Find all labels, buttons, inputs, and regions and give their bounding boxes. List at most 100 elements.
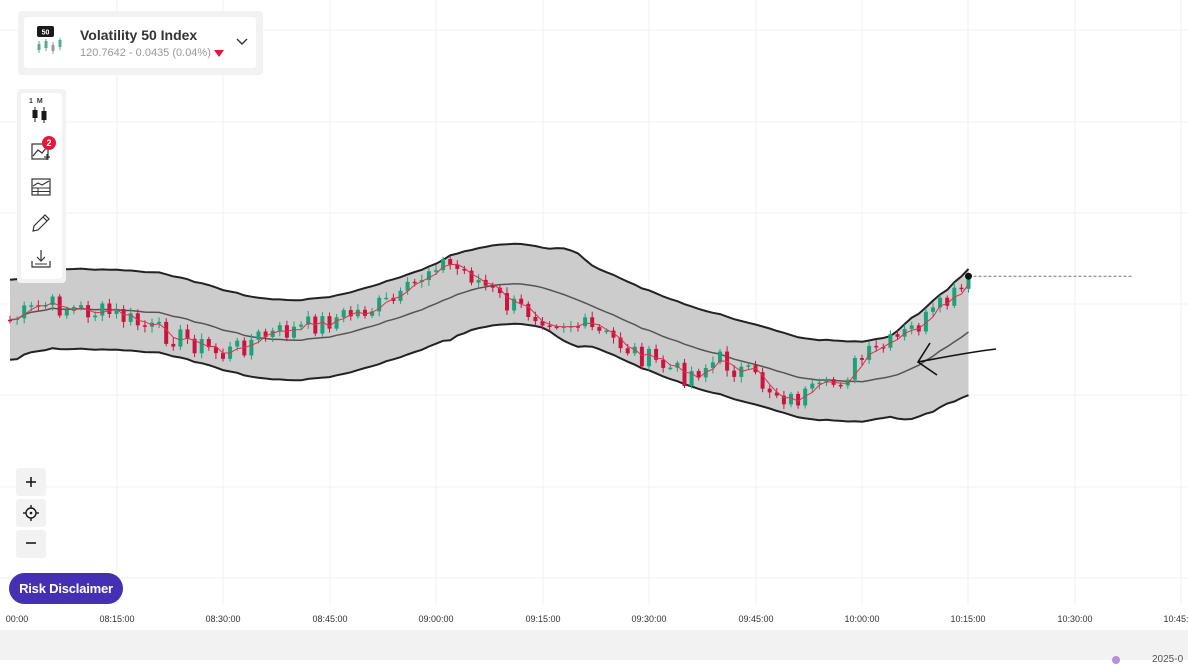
indicators-count-badge: 2 [42, 136, 56, 150]
candle-body [540, 321, 545, 326]
download-icon[interactable] [30, 248, 52, 270]
candle-body [923, 311, 928, 332]
candle-body [299, 324, 304, 327]
symbol-price: 120.7642 - 0.0435 (0.04%) [80, 47, 224, 59]
status-dot [1112, 656, 1120, 664]
candle-body [434, 270, 438, 272]
symbol-info-card: 50 Volatility 50 Index 120.7642 - 0.0435… [18, 11, 263, 75]
candlestick-chart[interactable] [0, 0, 1188, 630]
price-chart[interactable] [0, 0, 1188, 630]
candle-body [100, 303, 105, 316]
candle-body [363, 309, 367, 316]
candle-body [895, 334, 900, 337]
candle-body [746, 365, 751, 367]
studies-icon[interactable] [30, 176, 52, 198]
time-tick: 08:15:00 [99, 614, 135, 624]
chevron-down-icon[interactable] [236, 37, 248, 47]
candle-body [611, 330, 616, 338]
candle-body [590, 317, 595, 328]
candle-body [497, 287, 502, 294]
candle-body [682, 362, 687, 387]
candle-body [718, 351, 722, 363]
candle-body [355, 309, 360, 317]
candle-body [874, 345, 879, 348]
symbol-icon-badge: 50 [42, 30, 50, 37]
candle-body [277, 325, 282, 331]
time-tick: 09:45:00 [738, 614, 774, 624]
candle-body [860, 358, 864, 360]
candle-body [512, 298, 517, 311]
candle-body [654, 348, 659, 360]
timeframe-label: 1 M [29, 98, 44, 105]
bollinger-lower-line [9, 322, 969, 423]
candle-body [881, 347, 886, 349]
candle-body [157, 321, 162, 324]
candle-body [306, 316, 311, 325]
candle-body [639, 346, 644, 367]
candle-body [128, 313, 133, 322]
candle-body [192, 338, 197, 354]
candle-body [838, 384, 843, 387]
candle-body [398, 290, 403, 301]
candle-body [647, 348, 651, 367]
candle-body [888, 334, 893, 348]
bollinger-upper-line [9, 242, 970, 343]
candle-body [867, 345, 872, 360]
candle-body [732, 370, 737, 377]
candle-body [597, 327, 602, 331]
drawing-pencil-icon[interactable] [30, 212, 52, 234]
bollinger-middle-line [9, 282, 969, 383]
candle-body [185, 329, 190, 339]
chart-type-icon[interactable] [29, 104, 51, 126]
candle-body [71, 306, 76, 311]
candle-body [135, 313, 140, 326]
time-tick: 08:30:00 [205, 614, 241, 624]
candle-body [689, 371, 694, 387]
candle-body [618, 337, 623, 349]
candle-body [142, 325, 147, 327]
candle-body [235, 340, 240, 347]
candle-body [803, 388, 808, 406]
candle-body [710, 362, 715, 368]
symbol-name: Volatility 50 Index [80, 27, 198, 43]
price-change-text: 120.7642 - 0.0435 (0.04%) [80, 47, 211, 59]
zoom-out-button[interactable] [16, 530, 46, 558]
footer-bar: 2025-0 [0, 630, 1188, 665]
candle-body [341, 310, 346, 318]
symbol-selector[interactable]: 50 Volatility 50 Index 120.7642 - 0.0435… [24, 17, 256, 68]
candle-body [270, 330, 275, 338]
candle-body [909, 325, 914, 329]
time-tick: 09:15:00 [525, 614, 561, 624]
time-tick: 10:30:00 [1057, 614, 1093, 624]
volatility-index-icon: 50 [37, 26, 62, 54]
candle-body [774, 392, 779, 396]
candle-body [370, 311, 375, 316]
time-axis: 00:00 08:15:00 08:30:00 08:45:00 09:00:0… [0, 605, 1188, 630]
candle-body [547, 325, 552, 328]
indicators-icon[interactable] [30, 140, 52, 162]
candle-body [263, 331, 268, 338]
candle-body [114, 309, 119, 314]
candle-body [505, 293, 509, 311]
candle-body [469, 270, 474, 283]
zoom-in-button[interactable] [16, 468, 46, 496]
candle-body [796, 393, 801, 406]
risk-disclaimer-button[interactable]: Risk Disclaimer [9, 573, 123, 604]
candle-body [8, 319, 12, 322]
candle-body [405, 281, 410, 291]
bollinger-band-fill [10, 243, 969, 422]
candle-body [576, 326, 580, 328]
moving-average-line [9, 263, 969, 402]
candle-body [476, 279, 481, 283]
candle-body [213, 347, 218, 354]
candle-body [206, 339, 211, 348]
candle-body [292, 326, 296, 338]
candle-body [490, 285, 495, 288]
candle-body [334, 317, 339, 329]
candle-body [760, 372, 765, 389]
candle-body [377, 297, 382, 312]
reset-view-button[interactable] [16, 499, 46, 527]
candle-body [79, 305, 83, 307]
time-tick: 10:00:00 [844, 614, 880, 624]
time-tick: 10:45: [1163, 614, 1188, 624]
